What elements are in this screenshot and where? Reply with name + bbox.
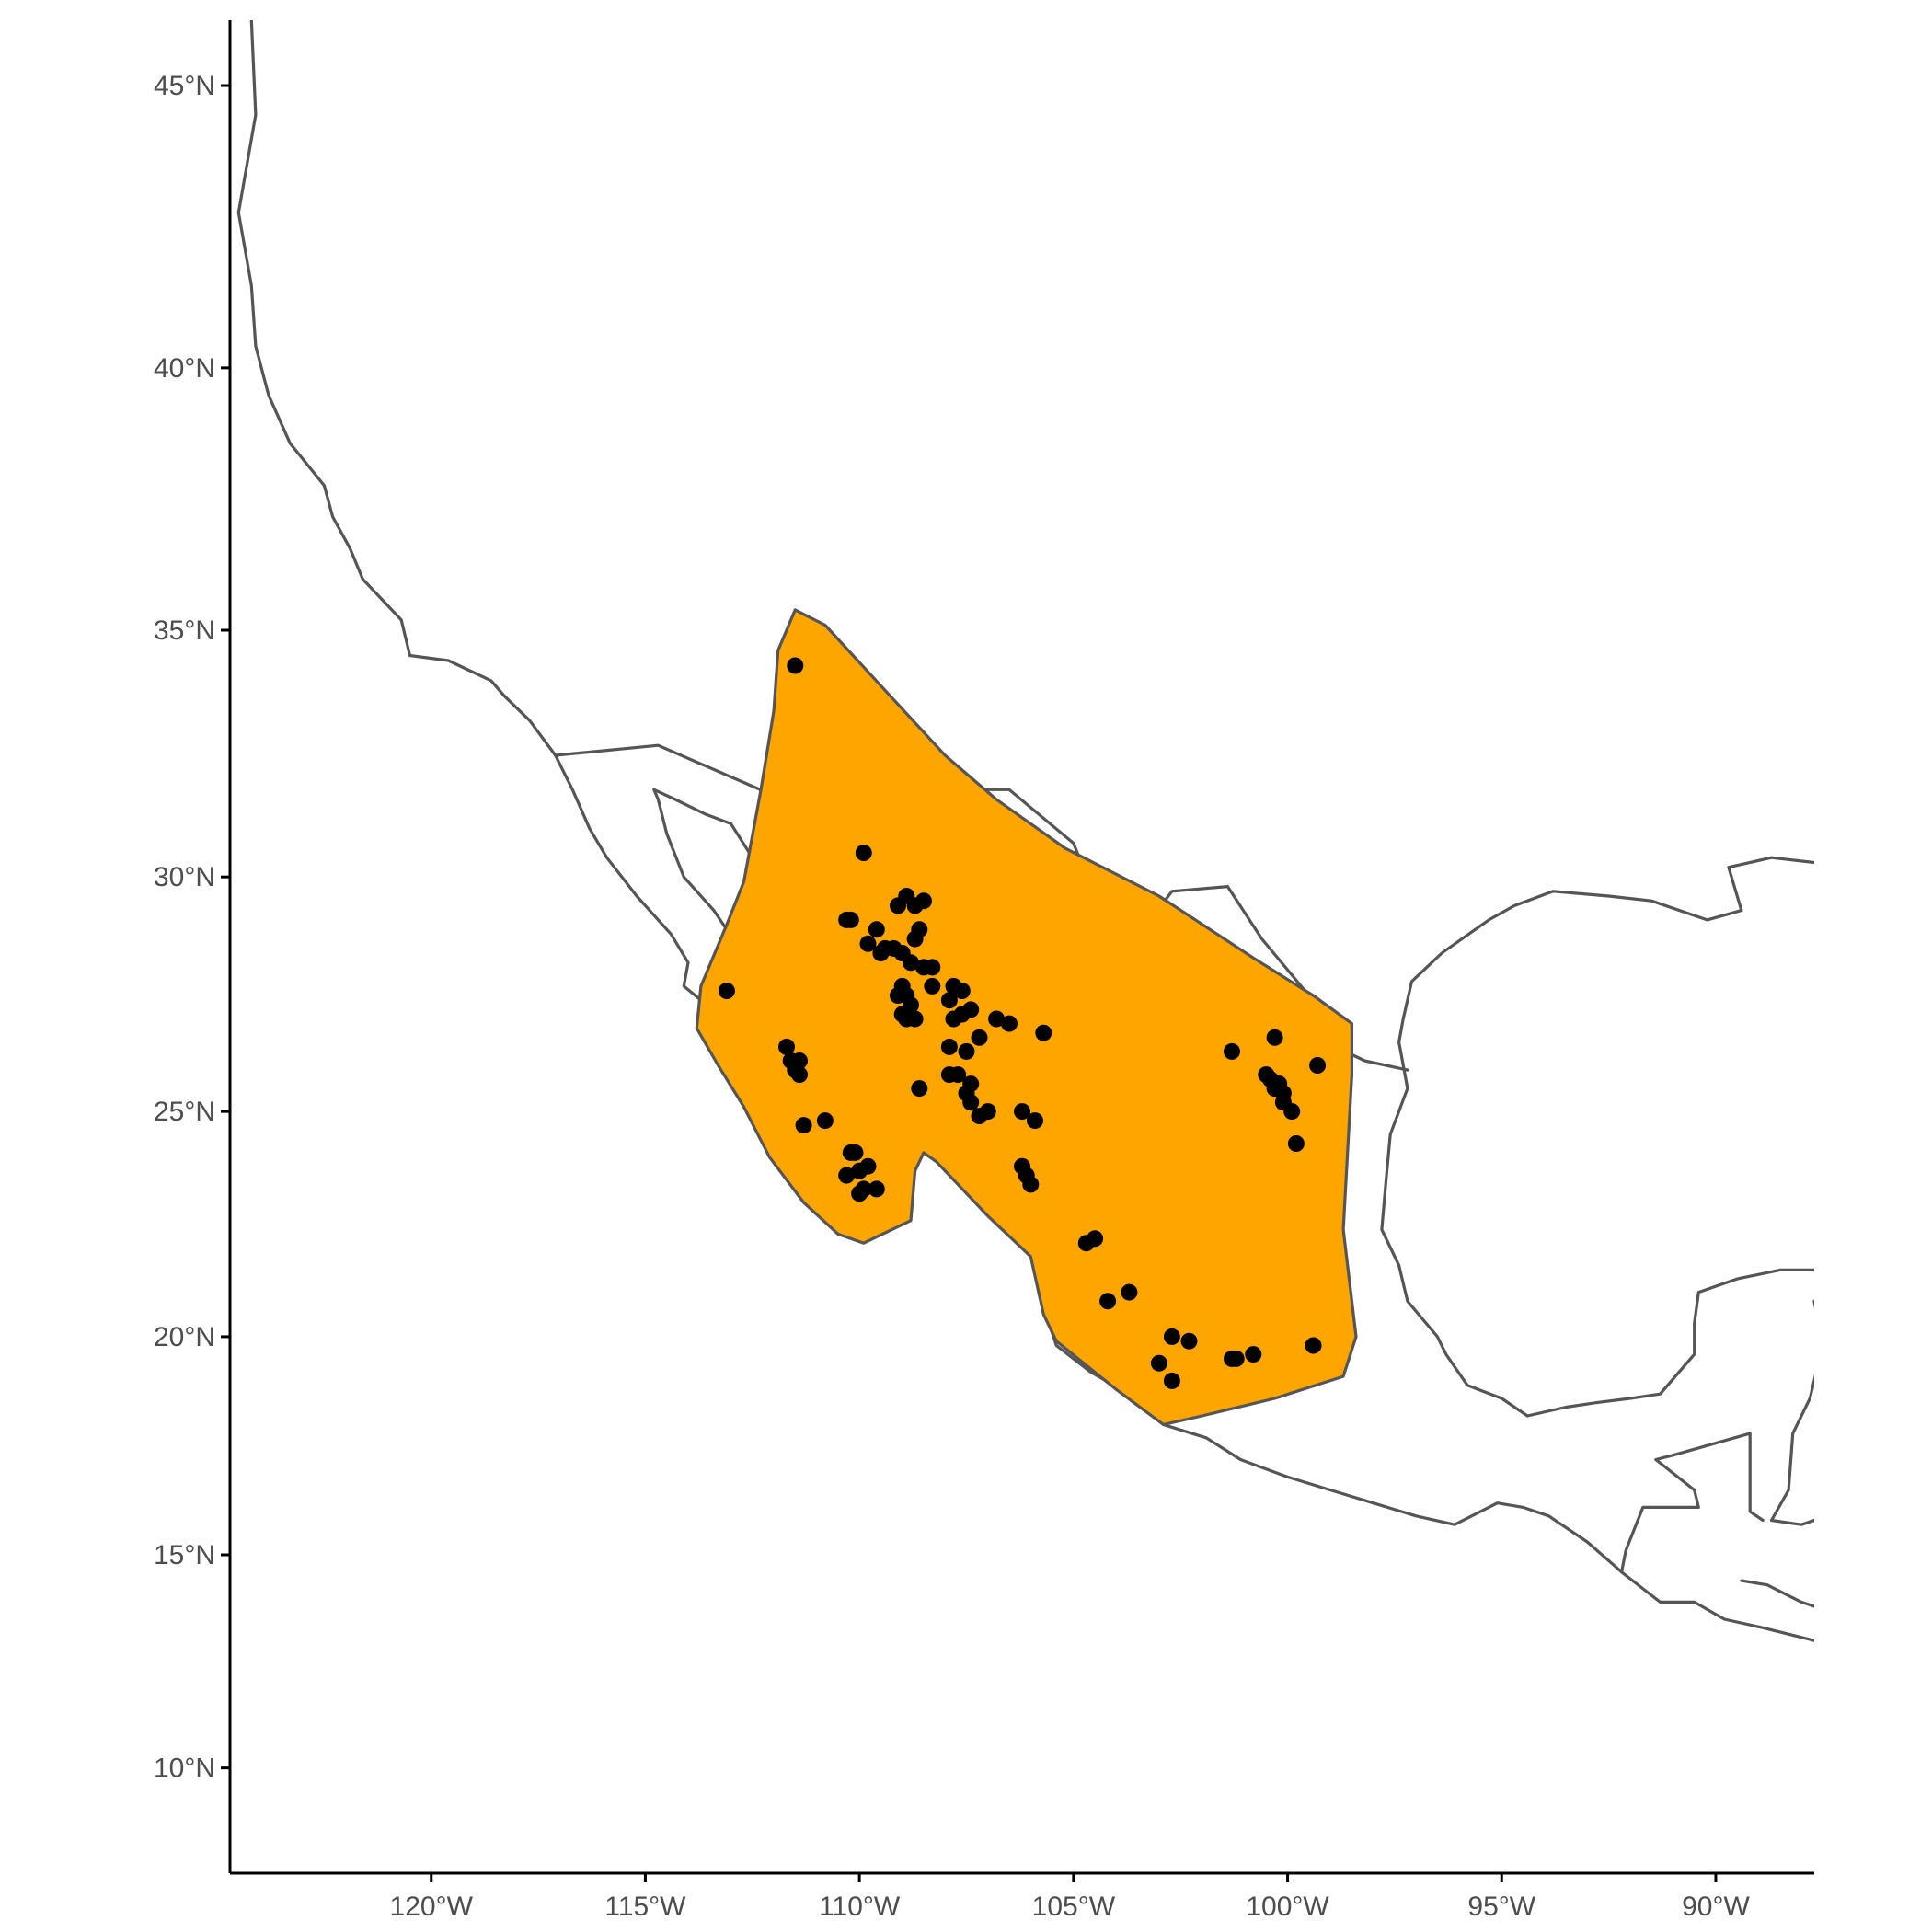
occurrence-point <box>1266 1029 1283 1046</box>
occurrence-point <box>855 845 872 861</box>
occurrence-point <box>1001 1015 1018 1032</box>
occurrence-point <box>1027 1112 1043 1130</box>
range-layer <box>695 608 1358 1427</box>
occurrence-point <box>924 977 941 995</box>
occurrence-point <box>816 1112 834 1130</box>
occurrence-point <box>953 983 971 999</box>
occurrence-point <box>838 1167 856 1184</box>
occurrence-point <box>906 1010 924 1028</box>
occurrence-point <box>855 1180 872 1198</box>
occurrence-point <box>906 930 924 948</box>
y-tick-label: 30°N <box>154 862 215 892</box>
occurrence-point <box>842 1144 859 1161</box>
honduras-border <box>1740 1579 1814 1608</box>
y-tick-label: 35°N <box>154 615 215 646</box>
occurrence-point <box>1087 1230 1104 1248</box>
occurrence-point <box>1163 1372 1180 1389</box>
occurrence-point <box>868 1180 885 1198</box>
occurrence-point <box>915 892 932 910</box>
occurrence-point <box>842 911 859 928</box>
belize-yucatan-east-coast <box>1769 1299 1814 1526</box>
occurrence-point <box>859 935 877 952</box>
pacific-coastline <box>236 20 1814 1642</box>
occurrence-point <box>1163 1328 1180 1345</box>
occurrence-point <box>1014 1103 1030 1121</box>
occurrence-points-layer <box>718 657 1327 1389</box>
occurrence-point <box>1224 1042 1240 1060</box>
x-tick-label: 110°W <box>819 1892 901 1922</box>
x-tick-label: 100°W <box>1246 1892 1329 1922</box>
y-tick-label: 15°N <box>154 1540 215 1570</box>
occurrence-point <box>1287 1135 1305 1152</box>
x-tick-label: 105°W <box>1032 1892 1116 1922</box>
y-tick-label: 20°N <box>154 1322 215 1352</box>
x-tick-label: 90°W <box>1682 1892 1750 1922</box>
gulf-coastline <box>1380 856 1814 1418</box>
occurrence-point <box>924 959 941 976</box>
occurrence-point <box>791 1066 808 1084</box>
x-tick-label: 95°W <box>1467 1892 1535 1922</box>
occurrence-point <box>1180 1332 1198 1350</box>
occurrence-point <box>962 1001 980 1018</box>
x-tick-label: 120°W <box>390 1892 474 1922</box>
occurrence-point <box>1022 1176 1040 1193</box>
occurrence-point <box>795 1117 812 1134</box>
occurrence-point <box>787 657 804 674</box>
y-axis-ticks: 10°N 15°N 20°N 25°N 30°N 35°N 40°N 45°N <box>154 71 230 1784</box>
occurrence-point <box>1224 1350 1240 1367</box>
occurrence-point <box>988 1010 1006 1028</box>
occurrence-point <box>868 921 885 938</box>
range-polygon <box>695 608 1358 1427</box>
occurrence-point <box>911 1080 928 1098</box>
occurrence-point <box>945 1010 962 1028</box>
occurrence-point <box>903 954 919 972</box>
occurrence-point <box>979 1103 996 1121</box>
x-axis-ticks: 120°W 115°W 110°W 105°W 100°W 95°W 90°W <box>390 1873 1750 1922</box>
occurrence-point <box>872 945 890 961</box>
occurrence-point <box>1035 1024 1052 1041</box>
occurrence-point <box>940 1038 958 1055</box>
occurrence-point <box>971 1029 988 1046</box>
y-tick-label: 25°N <box>154 1097 215 1127</box>
occurrence-point <box>1309 1057 1327 1074</box>
occurrence-point <box>958 1042 975 1060</box>
occurrence-point <box>940 992 958 1009</box>
occurrence-point <box>778 1038 795 1055</box>
y-tick-label: 45°N <box>154 71 215 101</box>
axes-layer: 120°W 115°W 110°W 105°W 100°W 95°W 90°W 10°N 15… <box>154 20 1814 1922</box>
occurrence-point <box>949 1066 967 1084</box>
y-tick-label: 10°N <box>154 1754 215 1784</box>
occurrence-point <box>1305 1337 1322 1354</box>
occurrence-point <box>1283 1103 1301 1121</box>
occurrence-point <box>1150 1354 1167 1372</box>
x-tick-label: 115°W <box>604 1892 686 1922</box>
occurrence-point <box>962 1094 980 1111</box>
occurrence-point <box>859 1157 877 1175</box>
occurrence-point <box>1121 1283 1138 1301</box>
occurrence-point <box>1099 1293 1117 1310</box>
y-tick-label: 40°N <box>154 353 215 384</box>
guatemala-border <box>1620 1432 1765 1574</box>
occurrence-point <box>718 983 735 999</box>
occurrence-point <box>1245 1346 1262 1363</box>
